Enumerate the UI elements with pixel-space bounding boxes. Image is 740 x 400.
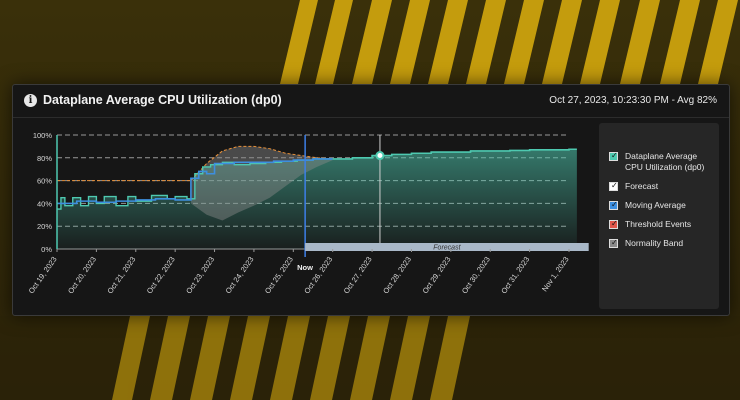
x-tick-label: Oct 26, 2023 (302, 255, 334, 295)
x-tick-label: Oct 21, 2023 (105, 255, 137, 295)
x-tick-label: Oct 24, 2023 (224, 255, 256, 295)
legend-checkbox[interactable]: ✓ (609, 200, 618, 210)
x-tick-label: Oct 29, 2023 (420, 255, 452, 295)
y-tick-label: 20% (37, 222, 52, 231)
check-icon: ✓ (611, 200, 618, 209)
x-tick-label: Oct 22, 2023 (145, 255, 177, 295)
x-tick-label: Oct 23, 2023 (184, 255, 216, 295)
check-icon: ✓ (611, 219, 618, 228)
y-tick-label: 80% (37, 154, 52, 163)
legend-label: Normality Band (625, 238, 684, 248)
chart-panel: i Dataplane Average CPU Utilization (dp0… (12, 84, 730, 316)
y-tick-label: 0% (41, 245, 52, 254)
chart-legend: ✓ Dataplane Average CPU Utilization (dp0)… (599, 123, 719, 309)
x-tick-label: Oct 27, 2023 (342, 255, 374, 295)
forecast-bar (305, 243, 589, 251)
x-tick-label: Oct 25, 2023 (263, 255, 295, 295)
chart-title: Dataplane Average CPU Utilization (dp0) (43, 93, 282, 107)
legend-label: Forecast (625, 181, 659, 191)
normality-band-upper (190, 145, 333, 181)
now-label: Now (297, 263, 313, 272)
utilization-area (57, 149, 577, 249)
series-line-forecast (332, 148, 577, 160)
y-tick-label: 60% (37, 177, 52, 186)
check-icon: ✓ (611, 238, 618, 247)
check-icon: ✓ (611, 151, 618, 160)
hover-summary: Oct 27, 2023, 10:23:30 PM - Avg 82% (549, 95, 717, 106)
y-tick-label: 40% (37, 199, 52, 208)
legend-checkbox[interactable]: ✓ (609, 238, 618, 248)
panel-header: i Dataplane Average CPU Utilization (dp0… (13, 85, 729, 118)
check-icon: ✓ (611, 181, 618, 190)
x-tick-label: Oct 28, 2023 (381, 255, 413, 295)
x-tick-label: Oct 20, 2023 (66, 255, 98, 295)
info-icon[interactable]: i (24, 94, 37, 107)
legend-checkbox[interactable]: ✓ (609, 181, 618, 191)
legend-label: Threshold Events (625, 219, 692, 229)
x-tick-label: Oct 19, 2023 (27, 255, 59, 295)
x-tick-label: Oct 31, 2023 (499, 255, 531, 295)
legend-label: Dataplane Average CPU Utilization (dp0) (625, 151, 705, 172)
legend-checkbox[interactable]: ✓ (609, 151, 618, 161)
legend-label: Moving Average (625, 200, 686, 210)
forecast-bar-label: Forecast (433, 245, 461, 252)
hover-point (375, 151, 385, 161)
x-tick-label: Oct 30, 2023 (460, 255, 492, 295)
y-tick-label: 100% (33, 131, 53, 140)
x-tick-label: Nov 1, 2023 (540, 255, 571, 293)
legend-checkbox[interactable]: ✓ (609, 219, 618, 229)
series-line-moving-average (57, 158, 333, 205)
normality-band (190, 146, 333, 221)
